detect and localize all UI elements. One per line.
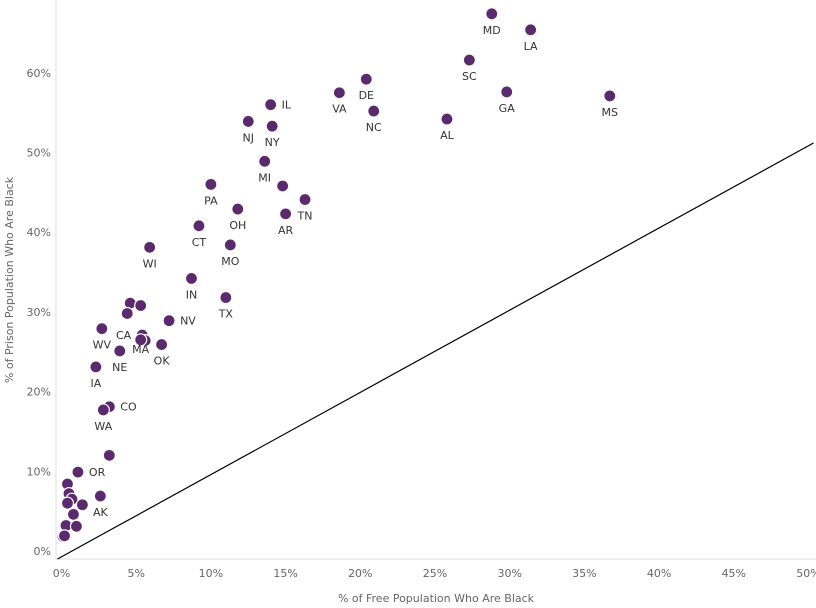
y-tick-label: 50% — [27, 147, 51, 160]
data-points — [56, 7, 617, 544]
data-point — [603, 89, 617, 103]
point-label: IA — [90, 377, 101, 390]
point-label: PA — [204, 194, 218, 207]
point-label: WI — [143, 257, 157, 270]
point-label: NJ — [243, 131, 254, 144]
point-label: IN — [186, 288, 197, 301]
point-label: NV — [180, 315, 196, 328]
point-label: TN — [297, 210, 313, 223]
y-tick-label: 30% — [27, 306, 51, 319]
x-tick-label: 15% — [273, 567, 297, 580]
data-point — [75, 498, 90, 512]
x-tick-label: 35% — [572, 567, 596, 580]
point-label: CT — [192, 236, 207, 249]
data-point — [134, 298, 148, 313]
data-point — [440, 112, 454, 126]
point-label: MD — [483, 24, 501, 37]
y-tick-label: 20% — [27, 386, 51, 399]
data-point — [265, 119, 279, 133]
data-point — [102, 448, 116, 462]
data-point — [204, 177, 218, 191]
point-label: SC — [462, 70, 477, 83]
data-point — [93, 489, 107, 503]
point-label: DE — [359, 89, 374, 102]
x-axis-ticks: 0% 5% 10% 15% 20% 25% 30% 35% 40% 45% 50% — [53, 567, 816, 580]
point-label: MI — [258, 171, 271, 184]
data-point — [241, 114, 255, 129]
data-point — [524, 23, 538, 37]
point-label: GA — [499, 102, 516, 115]
point-label: NC — [366, 121, 382, 134]
data-point — [485, 7, 499, 21]
point-label: MA — [132, 343, 149, 356]
x-tick-label: 30% — [497, 567, 521, 580]
x-tick-label: 5% — [127, 567, 144, 580]
point-label: NE — [112, 361, 127, 374]
point-label: VA — [332, 103, 347, 116]
point-label: AK — [93, 506, 109, 519]
data-point — [162, 314, 176, 328]
y-axis-ticks: 0% 10% 20% 30% 40% 50% 60% — [27, 67, 51, 558]
point-label: OR — [89, 466, 106, 479]
y-tick-label: 60% — [27, 67, 51, 80]
data-point — [71, 465, 85, 479]
data-point — [60, 496, 75, 510]
data-point — [219, 290, 233, 305]
x-axis-title: % of Free Population Who Are Black — [338, 592, 535, 605]
x-tick-label: 10% — [199, 567, 223, 580]
point-label: LA — [524, 40, 538, 53]
point-label: CA — [116, 329, 132, 342]
data-point — [332, 86, 346, 100]
data-point — [95, 322, 109, 336]
data-point — [184, 271, 199, 286]
data-point — [69, 519, 84, 533]
x-tick-label: 45% — [722, 567, 746, 580]
point-label: CO — [120, 401, 137, 414]
data-point — [154, 337, 169, 352]
reference-line — [57, 142, 814, 560]
x-tick-label: 20% — [348, 567, 372, 580]
data-point — [500, 85, 514, 99]
data-point — [462, 53, 476, 67]
data-point — [359, 72, 373, 86]
data-point — [66, 507, 81, 521]
x-tick-label: 50% — [796, 567, 816, 580]
y-tick-label: 40% — [27, 226, 51, 239]
point-label: OK — [154, 355, 171, 368]
y-tick-label: 10% — [27, 465, 51, 478]
x-tick-label: 25% — [423, 567, 447, 580]
point-labels: MD LA SC DE GA VA MS IL NC AL NJ NY MI PA TN OH AR CT MO WI… — [89, 24, 618, 519]
data-point — [96, 403, 110, 417]
x-tick-label: 40% — [647, 567, 671, 580]
data-point — [134, 333, 148, 347]
data-point — [223, 238, 237, 252]
data-point — [258, 154, 272, 168]
data-point — [279, 207, 293, 221]
point-label: TX — [218, 308, 234, 321]
point-label: OH — [229, 219, 246, 232]
y-axis-title: % of Prison Population Who Are Black — [3, 176, 16, 383]
data-point — [143, 240, 157, 254]
point-label: MS — [602, 106, 618, 119]
point-label: WA — [94, 420, 112, 433]
point-label: MO — [221, 255, 239, 268]
data-point — [367, 104, 381, 118]
data-point — [113, 344, 127, 358]
data-point — [57, 529, 72, 543]
data-point — [298, 192, 312, 207]
data-point — [89, 360, 103, 374]
point-label: AL — [440, 129, 455, 142]
point-label: WV — [93, 339, 112, 352]
data-point — [120, 306, 134, 321]
data-point — [264, 98, 278, 112]
y-tick-label: 0% — [34, 545, 51, 558]
point-label: AR — [278, 224, 294, 237]
point-label: NY — [265, 136, 280, 149]
point-label: IL — [282, 99, 292, 112]
data-point — [231, 202, 245, 216]
data-point — [192, 219, 206, 233]
x-tick-label: 0% — [53, 567, 70, 580]
data-point — [276, 179, 290, 193]
